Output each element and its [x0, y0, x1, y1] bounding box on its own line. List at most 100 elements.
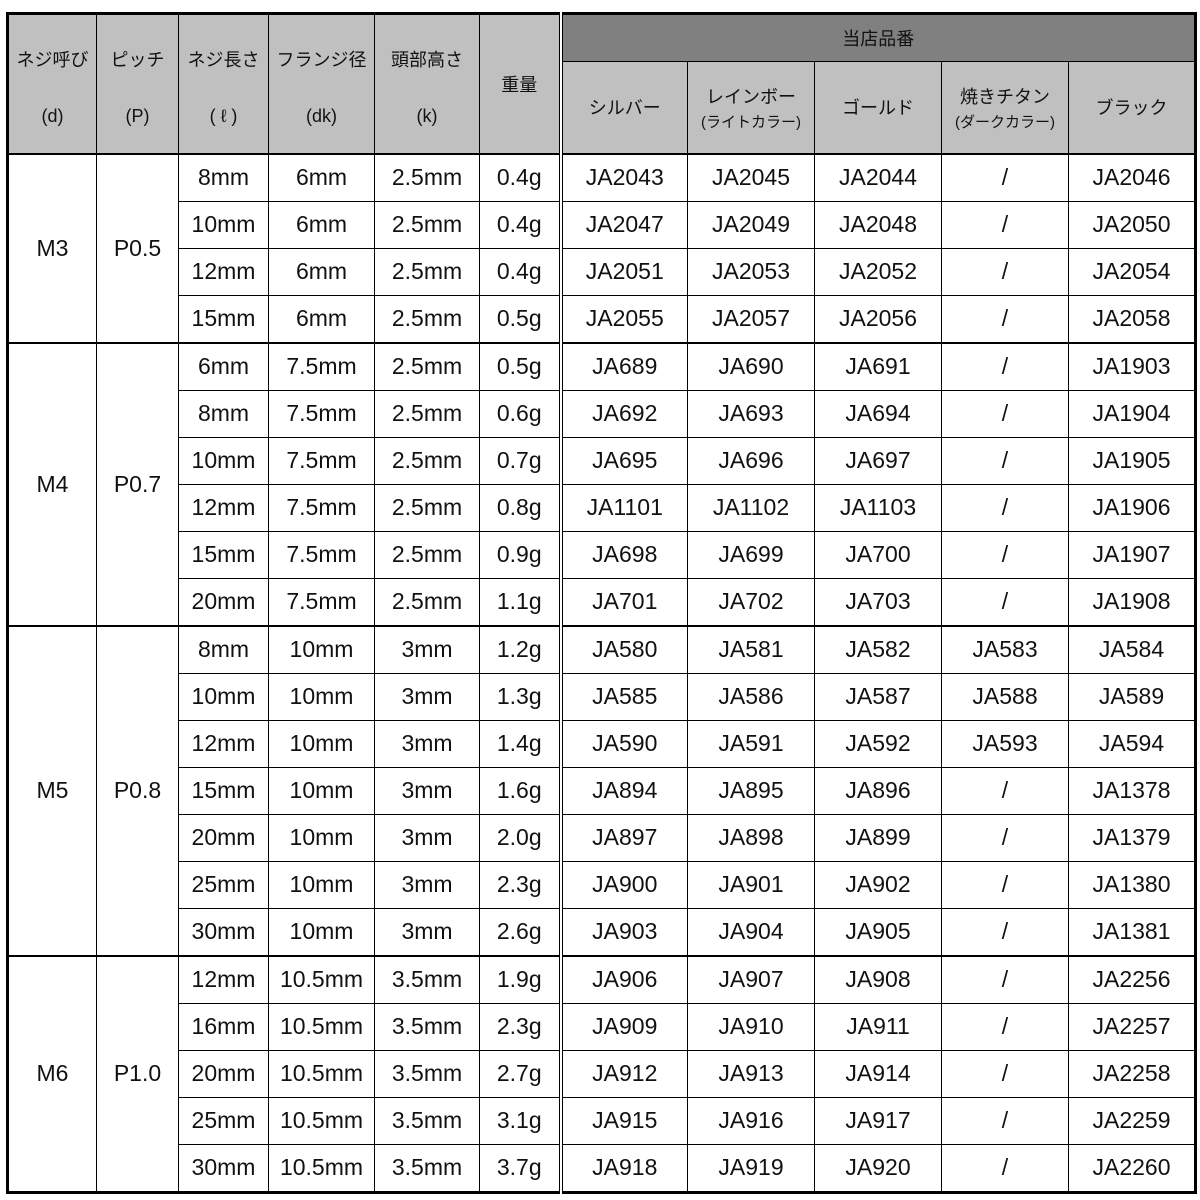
cell-flange-diameter: 10mm	[268, 813, 375, 862]
cell-weight: 0.4g	[479, 152, 563, 202]
cell-black: JA1381	[1068, 907, 1196, 956]
cell-weight: 0.8g	[479, 483, 563, 532]
cell-gold: JA697	[814, 436, 942, 485]
header-weight: 重量	[479, 13, 563, 154]
cell-head-height: 2.5mm	[374, 152, 480, 202]
cell-flange-diameter: 7.5mm	[268, 341, 375, 391]
cell-rainbow: JA1102	[687, 483, 815, 532]
cell-black: JA1378	[1068, 766, 1196, 815]
cell-rainbow: JA913	[687, 1049, 815, 1098]
cell-black: JA2260	[1068, 1143, 1196, 1193]
cell-length: 15mm	[178, 530, 269, 579]
cell-head-height: 2.5mm	[374, 389, 480, 438]
cell-weight: 2.6g	[479, 907, 563, 956]
cell-black: JA2046	[1068, 152, 1196, 202]
cell-silver: JA2051	[560, 247, 688, 296]
cell-length: 12mm	[178, 483, 269, 532]
cell-gold: JA2044	[814, 152, 942, 202]
cell-head-height: 3mm	[374, 766, 480, 815]
cell-flange-diameter: 10.5mm	[268, 1002, 375, 1051]
cell-head-height: 2.5mm	[374, 247, 480, 296]
cell-black: JA2058	[1068, 294, 1196, 343]
cell-silver: JA2043	[560, 152, 688, 202]
cell-gold: JA1103	[814, 483, 942, 532]
cell-black: JA2054	[1068, 247, 1196, 296]
cell-head-height: 2.5mm	[374, 341, 480, 391]
cell-head-height: 2.5mm	[374, 530, 480, 579]
cell-silver: JA590	[560, 719, 688, 768]
cell-black: JA1908	[1068, 577, 1196, 626]
header-color-burnt-titanium: 焼きチタン (ダークカラー)	[941, 61, 1069, 154]
cell-weight: 1.1g	[479, 577, 563, 626]
table-row: 8mm 7.5mm 2.5mm 0.6g JA692 JA693 JA694/JA1904	[8, 389, 1196, 438]
table-row: 15mm 7.5mm 2.5mm 0.9g JA698 JA699 JA700/JA1907	[8, 530, 1196, 579]
cell-length: 30mm	[178, 907, 269, 956]
cell-black: JA1906	[1068, 483, 1196, 532]
cell-head-height: 3mm	[374, 672, 480, 721]
cell-gold: JA2052	[814, 247, 942, 296]
cell-flange-diameter: 10mm	[268, 719, 375, 768]
cell-rainbow: JA591	[687, 719, 815, 768]
cell-burnt-titanium: /	[941, 813, 1069, 862]
cell-length: 20mm	[178, 1049, 269, 1098]
cell-head-height: 3.5mm	[374, 1143, 480, 1193]
cell-rainbow: JA699	[687, 530, 815, 579]
cell-length: 30mm	[178, 1143, 269, 1193]
cell-silver: JA698	[560, 530, 688, 579]
cell-length: 25mm	[178, 860, 269, 909]
cell-flange-diameter: 10mm	[268, 860, 375, 909]
cell-flange-diameter: 7.5mm	[268, 530, 375, 579]
cell-flange-diameter: 10mm	[268, 907, 375, 956]
cell-length: 12mm	[178, 954, 269, 1004]
table-row: M5 P0.8 8mm 10mm 3mm 1.2g JA580 JA581 JA582 JA583…	[7, 624, 1196, 956]
table-row: 25mm 10.5mm 3.5mm 3.1g JA915 JA916 JA917/JA225…	[8, 1096, 1196, 1145]
cell-silver: JA912	[560, 1049, 688, 1098]
cell-weight: 2.3g	[479, 860, 563, 909]
cell-burnt-titanium: /	[941, 954, 1069, 1004]
cell-silver: JA689	[560, 341, 688, 391]
cell-rainbow: JA2053	[687, 247, 815, 296]
cell-burnt-titanium: /	[941, 530, 1069, 579]
cell-flange-diameter: 7.5mm	[268, 483, 375, 532]
cell-silver: JA900	[560, 860, 688, 909]
cell-length: 10mm	[178, 672, 269, 721]
table-row: 20mm 7.5mm 2.5mm 1.1g JA701 JA702 JA703/JA1908	[8, 577, 1196, 626]
table-row: 25mm 10mm 3mm 2.3g JA900 JA901 JA902/JA1380	[8, 860, 1196, 909]
cell-burnt-titanium: JA593	[941, 719, 1069, 768]
cell-burnt-titanium: /	[941, 577, 1069, 626]
cell-head-height: 3mm	[374, 624, 480, 674]
cell-gold: JA914	[814, 1049, 942, 1098]
cell-gold: JA2048	[814, 200, 942, 249]
cell-black: JA589	[1068, 672, 1196, 721]
cell-black: JA1905	[1068, 436, 1196, 485]
cell-head-height: 3.5mm	[374, 954, 480, 1004]
cell-thread-size: M4	[7, 341, 97, 626]
cell-flange-diameter: 6mm	[268, 200, 375, 249]
header-head-height: 頭部高さ (k)	[374, 13, 480, 154]
cell-silver: JA2055	[560, 294, 688, 343]
cell-length: 20mm	[178, 813, 269, 862]
cell-black: JA2050	[1068, 200, 1196, 249]
cell-length: 10mm	[178, 200, 269, 249]
cell-rainbow: JA690	[687, 341, 815, 391]
cell-length: 6mm	[178, 341, 269, 391]
cell-silver: JA2047	[560, 200, 688, 249]
cell-flange-diameter: 7.5mm	[268, 389, 375, 438]
cell-rainbow: JA907	[687, 954, 815, 1004]
cell-rainbow: JA901	[687, 860, 815, 909]
header-product-number-group: 当店品番	[560, 13, 1196, 62]
cell-thread-size: M5	[7, 624, 97, 956]
cell-length: 20mm	[178, 577, 269, 626]
cell-gold: JA917	[814, 1096, 942, 1145]
cell-silver: JA915	[560, 1096, 688, 1145]
cell-weight: 3.7g	[479, 1143, 563, 1193]
header-pitch: ピッチ (P)	[96, 13, 179, 154]
cell-flange-diameter: 7.5mm	[268, 577, 375, 626]
cell-silver: JA918	[560, 1143, 688, 1193]
cell-burnt-titanium: /	[941, 389, 1069, 438]
cell-black: JA594	[1068, 719, 1196, 768]
cell-length: 15mm	[178, 766, 269, 815]
cell-black: JA1904	[1068, 389, 1196, 438]
cell-pitch: P0.8	[96, 624, 179, 956]
cell-weight: 2.3g	[479, 1002, 563, 1051]
